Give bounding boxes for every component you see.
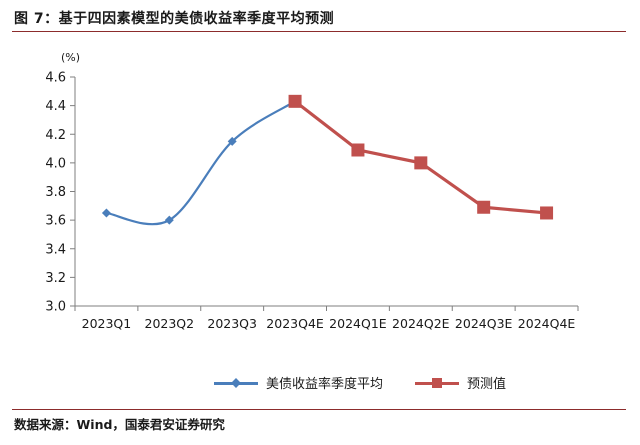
y-tick-label: 3.2 bbox=[45, 271, 66, 286]
chart-legend: 美债收益率季度平均 预测值 bbox=[214, 373, 506, 392]
data-point-forecast bbox=[351, 143, 365, 157]
y-tick-label: 4.6 bbox=[45, 71, 66, 86]
footer-divider bbox=[12, 409, 626, 410]
legend-swatch-forecast bbox=[415, 376, 460, 390]
legend-label-forecast: 预测值 bbox=[467, 377, 507, 392]
data-point-actual bbox=[164, 215, 174, 225]
x-tick-label: 2024Q2E bbox=[392, 316, 450, 331]
data-point-forecast bbox=[477, 200, 491, 214]
y-tick-label: 4.2 bbox=[45, 128, 66, 143]
data-point-forecast bbox=[540, 206, 554, 220]
y-tick-label: 3.6 bbox=[45, 214, 66, 229]
data-point-forecast bbox=[414, 156, 428, 170]
y-tick-label: 4.4 bbox=[45, 99, 66, 114]
x-tick-label: 2023Q3 bbox=[207, 316, 257, 331]
y-unit-label: (%) bbox=[61, 51, 80, 64]
legend-swatch-actual bbox=[214, 376, 258, 390]
title-divider bbox=[12, 31, 626, 32]
data-point-actual bbox=[227, 136, 237, 146]
x-tick-label: 2024Q4E bbox=[518, 316, 576, 331]
x-tick-label: 2024Q1E bbox=[329, 316, 387, 331]
y-tick-label: 3.8 bbox=[45, 185, 66, 200]
series-line-actual bbox=[106, 100, 296, 226]
x-tick-label: 2023Q4E bbox=[266, 316, 324, 331]
x-tick-label: 2024Q3E bbox=[455, 316, 513, 331]
data-point-forecast bbox=[288, 94, 302, 108]
legend-item-forecast: 预测值 bbox=[415, 373, 506, 392]
y-tick-label: 3.4 bbox=[45, 242, 66, 257]
x-tick-label: 2023Q1 bbox=[82, 316, 132, 331]
y-tick-label: 4.0 bbox=[45, 156, 66, 171]
data-point-actual bbox=[101, 208, 111, 218]
y-tick-label: 3.0 bbox=[45, 300, 66, 315]
legend-item-actual: 美债收益率季度平均 bbox=[214, 373, 383, 392]
x-tick-label: 2023Q2 bbox=[145, 316, 195, 331]
legend-label-actual: 美债收益率季度平均 bbox=[266, 377, 384, 392]
source-note: 数据来源：Wind，国泰君安证券研究 bbox=[14, 417, 225, 432]
figure-title: 图 7：基于四因素模型的美债收益率季度平均预测 bbox=[14, 11, 335, 27]
line-chart: 3.0 3.2 3.4 3.6 3.8 4.0 4.2 4.4 4.6 (%) 2023Q1 2023… bbox=[45, 51, 579, 331]
